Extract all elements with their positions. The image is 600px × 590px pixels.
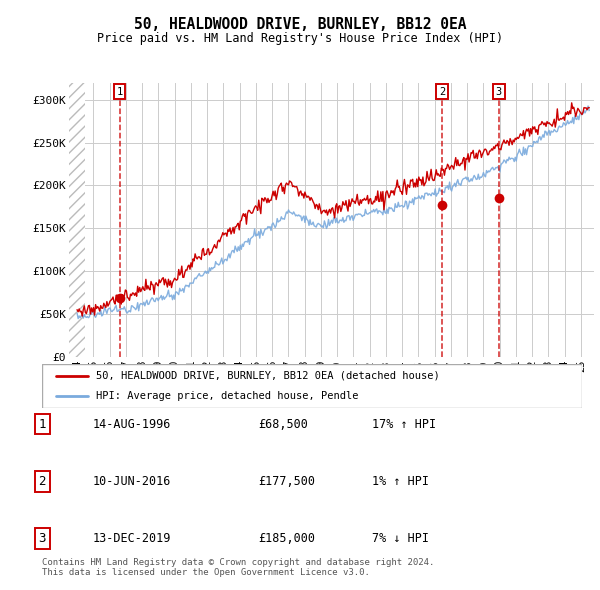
- Text: 1: 1: [38, 418, 46, 431]
- Text: 2: 2: [439, 87, 445, 97]
- Text: £185,000: £185,000: [258, 532, 315, 545]
- FancyBboxPatch shape: [42, 364, 582, 408]
- Text: £68,500: £68,500: [258, 418, 308, 431]
- Text: 13-DEC-2019: 13-DEC-2019: [93, 532, 172, 545]
- Text: 50, HEALDWOOD DRIVE, BURNLEY, BB12 0EA (detached house): 50, HEALDWOOD DRIVE, BURNLEY, BB12 0EA (…: [96, 371, 440, 381]
- Text: HPI: Average price, detached house, Pendle: HPI: Average price, detached house, Pend…: [96, 391, 359, 401]
- Text: 1% ↑ HPI: 1% ↑ HPI: [372, 475, 429, 488]
- Text: 14-AUG-1996: 14-AUG-1996: [93, 418, 172, 431]
- Text: 3: 3: [496, 87, 502, 97]
- Text: 50, HEALDWOOD DRIVE, BURNLEY, BB12 0EA: 50, HEALDWOOD DRIVE, BURNLEY, BB12 0EA: [134, 17, 466, 31]
- Text: Price paid vs. HM Land Registry's House Price Index (HPI): Price paid vs. HM Land Registry's House …: [97, 32, 503, 45]
- Text: 10-JUN-2016: 10-JUN-2016: [93, 475, 172, 488]
- Text: 3: 3: [38, 532, 46, 545]
- Text: 2: 2: [38, 475, 46, 488]
- Text: £177,500: £177,500: [258, 475, 315, 488]
- Text: 1: 1: [116, 87, 123, 97]
- Bar: [69, 83, 85, 357]
- Text: Contains HM Land Registry data © Crown copyright and database right 2024.
This d: Contains HM Land Registry data © Crown c…: [42, 558, 434, 577]
- Text: 17% ↑ HPI: 17% ↑ HPI: [372, 418, 436, 431]
- Text: 7% ↓ HPI: 7% ↓ HPI: [372, 532, 429, 545]
